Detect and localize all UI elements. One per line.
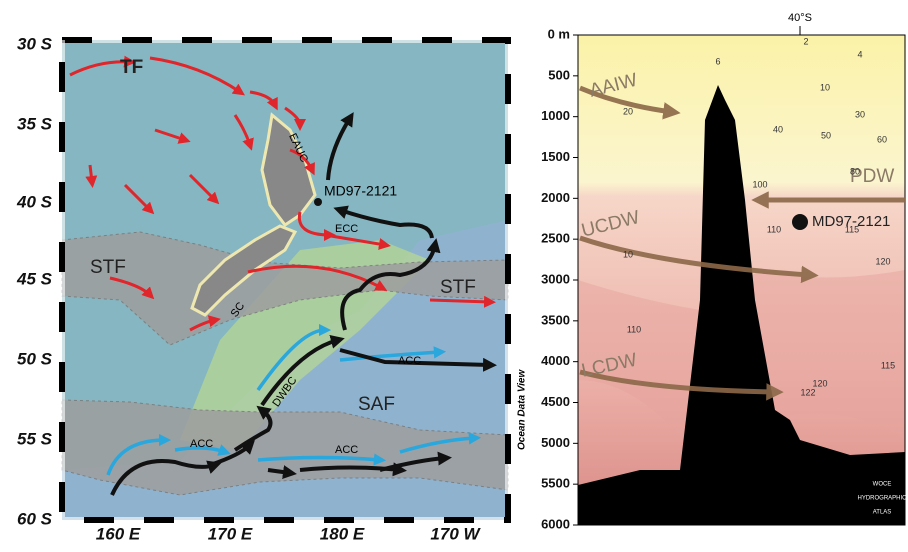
site-marker	[314, 198, 322, 206]
depth-label: 2000	[541, 190, 570, 205]
depth-label: 1000	[541, 108, 570, 123]
water-mass-label: PDW	[850, 166, 894, 187]
contour-label: 10	[623, 249, 633, 259]
lat-label: 55 S	[17, 429, 53, 448]
contour-label: 60	[877, 134, 887, 144]
feature-label: STF	[90, 257, 126, 278]
feature-label: ACC	[335, 444, 358, 456]
bathymetry	[578, 85, 905, 525]
contour-label: 122	[800, 387, 815, 397]
feature-label: SAF	[358, 394, 395, 415]
contour-label: 20	[623, 106, 633, 116]
contour-label: 100	[752, 179, 767, 189]
acc-black	[110, 112, 497, 496]
latitude-label: 40°S	[788, 12, 812, 24]
depth-label: 5500	[541, 476, 570, 491]
south-island	[190, 224, 298, 317]
lat-label: 35 S	[17, 114, 53, 133]
source: ATLAS	[873, 510, 892, 516]
lat-label: 30 S	[17, 34, 53, 53]
map-frame	[59, 37, 511, 523]
contour-label: 40	[773, 124, 783, 134]
contour-label: 6	[715, 56, 720, 66]
depth-label: 4500	[541, 394, 570, 409]
depth-label: 6000	[541, 516, 570, 531]
lat-label: 45 S	[16, 269, 53, 288]
contour-label: 50	[821, 130, 831, 140]
lon-label: 160 E	[96, 524, 141, 543]
lat-label: 50 S	[17, 349, 53, 368]
contour-label: 110	[627, 324, 641, 334]
lat-label: 60 S	[17, 509, 53, 528]
contour-label: 4	[857, 49, 862, 59]
contour-label: 110	[767, 224, 781, 234]
north-island	[260, 112, 317, 228]
depth-label: 2500	[541, 231, 570, 246]
depth-label: 3500	[541, 312, 570, 327]
contour-label: 115	[881, 360, 895, 370]
contour-label: 120	[812, 378, 827, 388]
lat-label: 40 S	[16, 192, 53, 211]
depth-axis: 0 m 500 1000 1500 2000 2500 3000 3500 4000 4500 50…	[541, 26, 578, 531]
plateau	[180, 240, 430, 450]
feature-label: ECC	[335, 223, 358, 235]
map: TF EAUC MD97-2121 ECC STF STF SC ACC ACC…	[59, 37, 528, 523]
depth-label: 0 m	[548, 26, 570, 41]
site-label: MD97-2121	[324, 183, 397, 199]
site-marker	[792, 214, 808, 230]
lon-label: 180 E	[320, 524, 365, 543]
source: HYDROGRAPHIC	[857, 496, 907, 502]
acc-blue	[106, 323, 482, 476]
section: MD97-2121 AAIW PDW UCDW LCDW 40°S WOCE H…	[577, 12, 907, 526]
feature-label: ACC	[398, 355, 421, 367]
lon-label: 170 E	[208, 524, 253, 543]
feature-label: ACC	[190, 438, 213, 450]
stf-zone	[61, 231, 509, 346]
depth-label: 1500	[541, 149, 570, 164]
depth-label: 4000	[541, 353, 570, 368]
feature-label: STF	[440, 277, 476, 298]
contour-labels: 2 4 6 10 20 30 40 50 60 80 100 110 115 120 10 110 115 120…	[623, 36, 895, 397]
contour-label: 10	[820, 82, 830, 92]
depth-label: 3000	[541, 271, 570, 286]
source: WOCE	[873, 482, 892, 488]
lon-axis: 160 E 170 E 180 E 170 W	[96, 524, 482, 543]
contour-label: 2	[803, 36, 808, 46]
lat-axis: 30 S 35 S 40 S 45 S 50 S 55 S 60 S	[16, 34, 53, 528]
lon-label: 170 W	[430, 524, 481, 543]
shelf	[62, 40, 508, 470]
contour-label: 120	[875, 256, 890, 266]
feature-label: TF	[120, 57, 143, 78]
depth-label: 500	[548, 67, 570, 82]
contour-label: 115	[845, 224, 859, 234]
site-label: MD97-2121	[812, 213, 890, 230]
depth-label: 5000	[541, 435, 570, 450]
water-mass-arrows	[579, 85, 905, 401]
credit: Ocean Data View	[517, 369, 528, 450]
contour-label: 80	[850, 166, 860, 176]
map-frame-alt	[59, 37, 511, 523]
contour-label: 30	[855, 109, 865, 119]
